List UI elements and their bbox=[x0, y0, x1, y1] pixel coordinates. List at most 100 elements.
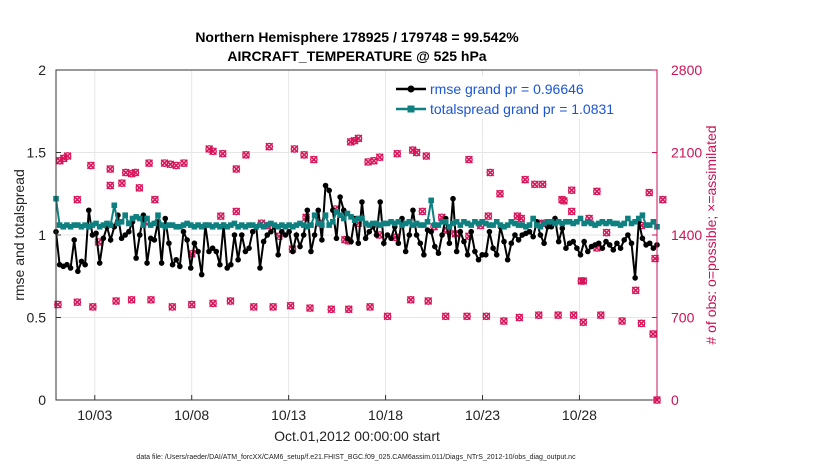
obs-assimilated-point bbox=[645, 188, 654, 197]
obs-possible-point bbox=[209, 299, 217, 308]
y-left-tick-label: 0 bbox=[38, 392, 46, 408]
rmse-point bbox=[355, 240, 362, 247]
obs-possible-point bbox=[463, 312, 471, 321]
totalspread-point bbox=[457, 222, 464, 228]
obs-assimilated-point bbox=[375, 153, 384, 162]
obs-assimilated-point bbox=[530, 180, 539, 189]
obs-possible-point bbox=[54, 300, 62, 309]
obs-assimilated-point bbox=[209, 299, 218, 308]
obs-possible-point bbox=[63, 152, 72, 160]
rmse-point bbox=[96, 260, 103, 266]
totalspread-point bbox=[483, 220, 489, 227]
obs-possible-point bbox=[534, 311, 543, 319]
obs-assimilated-point bbox=[569, 311, 578, 320]
totalspread-point bbox=[122, 212, 129, 218]
obs-possible-point bbox=[87, 161, 95, 170]
obs-assimilated-point bbox=[486, 168, 495, 177]
totalspread-point bbox=[155, 212, 161, 218]
obs-assimilated-point bbox=[242, 150, 250, 159]
obs-possible-point bbox=[205, 145, 214, 153]
rmse-point bbox=[428, 228, 434, 235]
rmse-point bbox=[483, 252, 489, 258]
obs-possible-point bbox=[350, 136, 359, 145]
obs-possible-point bbox=[249, 303, 258, 311]
obs-possible-point bbox=[306, 304, 314, 312]
totalspread-point bbox=[151, 220, 158, 227]
totalspread-point bbox=[319, 222, 325, 228]
legend-rmse-marker bbox=[407, 85, 415, 93]
obs-assimilated-point bbox=[422, 152, 431, 161]
totalspread-point bbox=[439, 219, 445, 225]
rmse-point bbox=[537, 232, 544, 238]
totalspread-point bbox=[475, 220, 482, 227]
obs-possible-point bbox=[618, 317, 626, 325]
obs-assimilated-point bbox=[354, 134, 363, 143]
obs-assimilated-point bbox=[499, 317, 508, 326]
totalspread-point bbox=[584, 219, 591, 225]
totalspread-point bbox=[337, 212, 343, 218]
rmse-point bbox=[100, 235, 107, 242]
totalspread-point bbox=[519, 222, 526, 228]
obs-assimilated-point bbox=[232, 207, 241, 216]
totalspread-point bbox=[643, 222, 649, 228]
totalspread-point bbox=[177, 223, 183, 230]
obs-possible-point bbox=[560, 196, 568, 205]
obs-possible-point bbox=[309, 155, 318, 164]
obs-assimilated-point bbox=[187, 300, 196, 309]
obs-possible-point bbox=[290, 145, 299, 153]
totalspread-point bbox=[340, 215, 347, 222]
rmse-point bbox=[646, 240, 653, 247]
obs-assimilated-point bbox=[577, 276, 586, 285]
totalspread-point bbox=[158, 222, 165, 228]
totalspread-point bbox=[279, 222, 285, 228]
x-tick-label: 10/23 bbox=[465, 407, 500, 423]
obs-possible-point bbox=[513, 212, 522, 220]
obs-possible-point bbox=[408, 146, 417, 154]
obs-assimilated-point bbox=[150, 195, 159, 204]
obs-possible-point bbox=[286, 301, 295, 310]
totalspread-point bbox=[395, 219, 402, 225]
rmse-point bbox=[614, 240, 620, 247]
totalspread-point bbox=[260, 223, 267, 230]
totalspread-point bbox=[577, 215, 584, 222]
totalspread-point bbox=[111, 202, 118, 209]
totalspread-point bbox=[75, 222, 81, 228]
rmse-point bbox=[625, 232, 631, 238]
totalspread-point bbox=[224, 223, 230, 230]
legend: rmse grand pr = 0.96646 totalspread gran… bbox=[392, 76, 653, 119]
rmse-point bbox=[166, 240, 172, 247]
rmse-point bbox=[530, 233, 536, 240]
obs-assimilated-point bbox=[383, 312, 392, 321]
rmse-point bbox=[300, 232, 307, 238]
totalspread-point bbox=[391, 220, 398, 227]
obs-assimilated-point bbox=[495, 189, 504, 198]
totalspread-point bbox=[595, 220, 602, 227]
obs-assimilated-point bbox=[112, 297, 121, 305]
obs-assimilated-point bbox=[179, 159, 188, 168]
totalspread-point bbox=[104, 220, 110, 227]
totalspread-point bbox=[282, 223, 289, 230]
x-tick-label: 10/28 bbox=[562, 407, 597, 423]
obs-possible-point bbox=[393, 149, 402, 158]
totalspread-point bbox=[635, 215, 642, 222]
rmse-point bbox=[632, 275, 638, 281]
rmse-point bbox=[406, 232, 413, 238]
totalspread-point bbox=[537, 223, 544, 230]
obs-assimilated-point bbox=[534, 311, 543, 320]
obs-assimilated-point bbox=[269, 302, 278, 311]
rmse-point bbox=[574, 245, 580, 251]
rmse-point bbox=[180, 228, 187, 235]
totalspread-point bbox=[133, 214, 139, 220]
totalspread-point bbox=[253, 223, 260, 230]
rmse-point bbox=[628, 240, 635, 247]
totalspread-point bbox=[348, 214, 354, 220]
totalspread-point bbox=[129, 215, 136, 222]
totalspread-point bbox=[625, 215, 631, 222]
obs-assimilated-point bbox=[172, 161, 181, 170]
obs-possible-point bbox=[422, 152, 431, 160]
rmse-point bbox=[169, 261, 176, 268]
rmse-point bbox=[304, 207, 311, 214]
totalspread-point bbox=[271, 222, 278, 228]
totalspread-point bbox=[238, 222, 245, 228]
totalspread-point bbox=[402, 220, 409, 227]
